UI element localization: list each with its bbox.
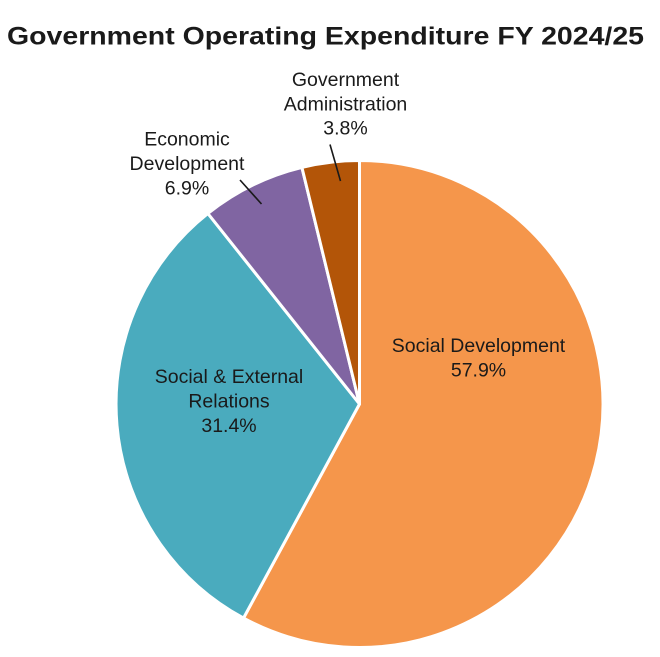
svg-text:57.9%: 57.9% [451, 360, 506, 382]
svg-text:Social Development: Social Development [392, 335, 566, 357]
svg-text:Government: Government [292, 69, 400, 91]
svg-text:Social & External: Social & External [155, 366, 304, 388]
svg-text:6.9%: 6.9% [165, 178, 209, 200]
svg-text:31.4%: 31.4% [201, 415, 256, 437]
svg-text:Administration: Administration [284, 94, 408, 116]
svg-text:Government Operating Expenditu: Government Operating Expenditure FY 2024… [7, 23, 644, 51]
svg-text:Economic: Economic [144, 129, 230, 151]
svg-text:Relations: Relations [188, 390, 270, 412]
svg-text:3.8%: 3.8% [323, 118, 367, 140]
svg-text:Development: Development [130, 153, 245, 175]
